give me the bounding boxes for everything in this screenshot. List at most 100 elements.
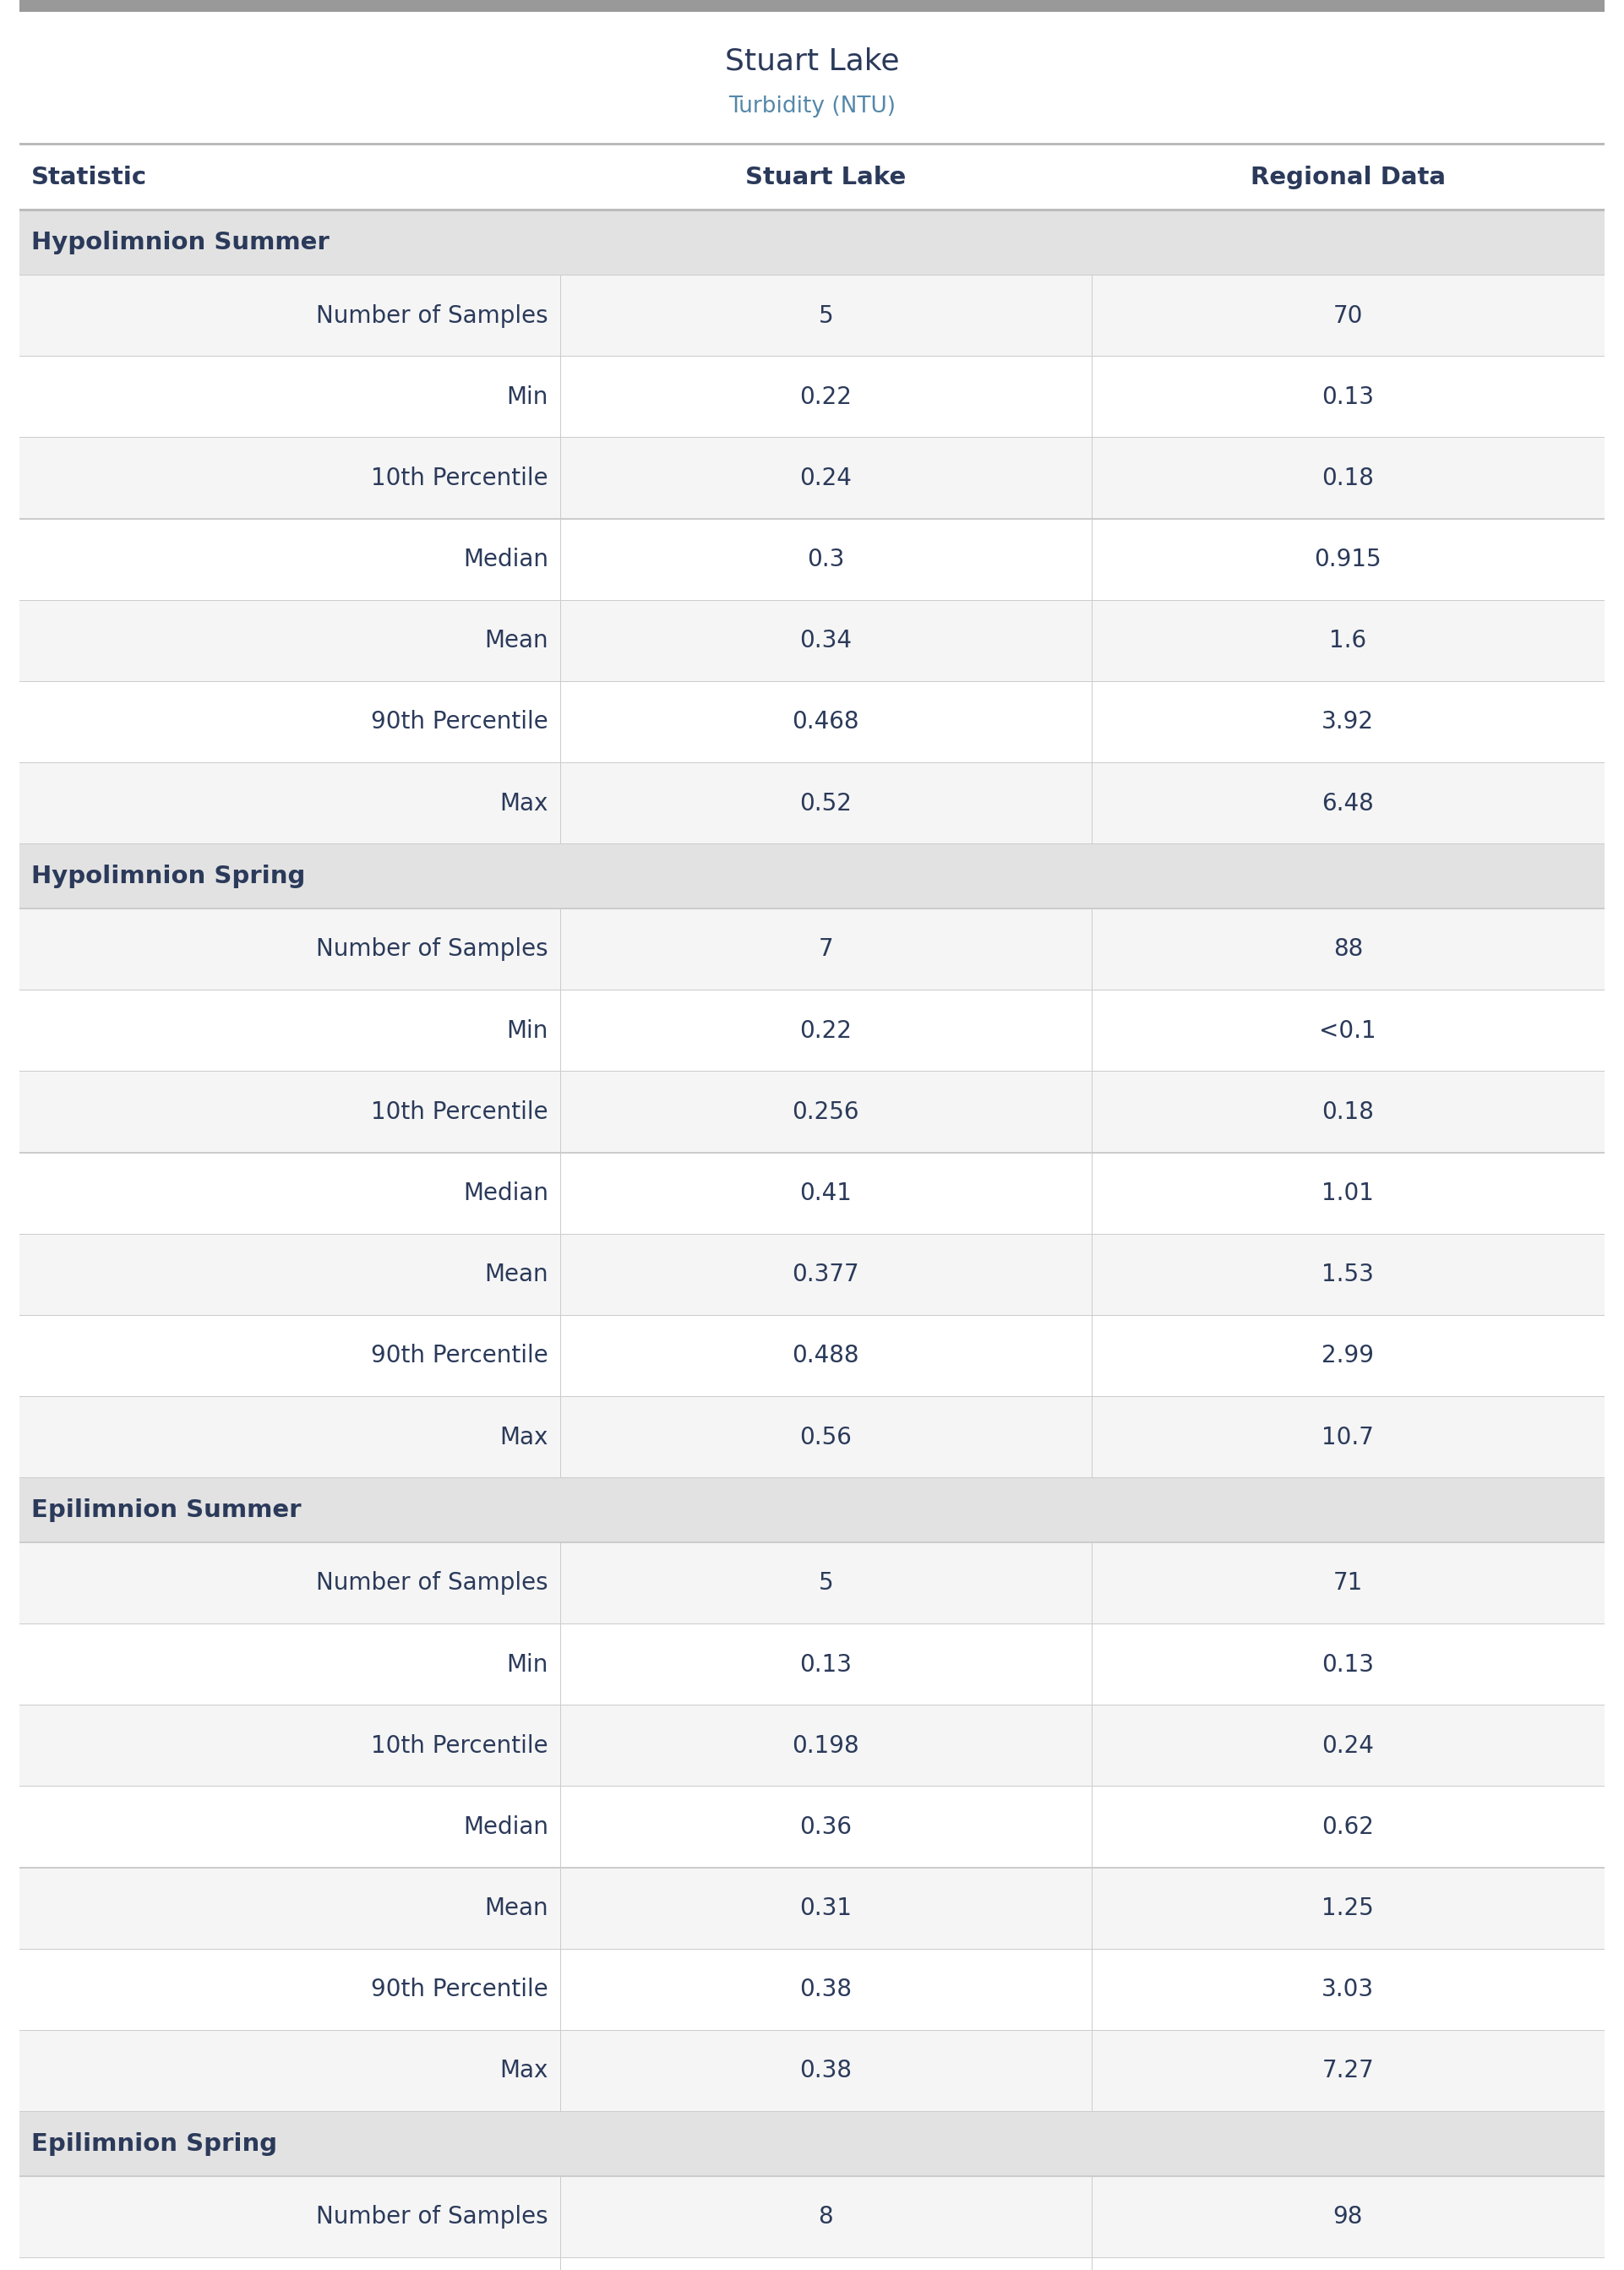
Text: Max: Max <box>500 2059 549 2084</box>
Bar <box>19 143 1605 145</box>
Bar <box>19 1625 1605 1705</box>
Text: Regional Data: Regional Data <box>1250 166 1445 188</box>
Text: 10th Percentile: 10th Percentile <box>372 1734 549 1757</box>
Text: 0.24: 0.24 <box>1322 1734 1374 1757</box>
Text: Epilimnion Summer: Epilimnion Summer <box>31 1498 302 1521</box>
Text: 5: 5 <box>818 304 833 327</box>
Text: Stuart Lake: Stuart Lake <box>745 166 906 188</box>
Text: Median: Median <box>463 1816 549 1839</box>
Text: 0.18: 0.18 <box>1322 465 1374 490</box>
Text: Min: Min <box>507 1653 549 1675</box>
Text: 0.3: 0.3 <box>807 547 844 572</box>
Text: 88: 88 <box>1333 938 1363 960</box>
Bar <box>19 1950 1605 2029</box>
Text: 0.13: 0.13 <box>799 1653 853 1675</box>
Text: 10.7: 10.7 <box>1322 1426 1374 1448</box>
Text: 6.48: 6.48 <box>1322 792 1374 815</box>
Text: 90th Percentile: 90th Percentile <box>372 1977 549 2002</box>
Text: 0.18: 0.18 <box>1322 1101 1374 1124</box>
Text: 7: 7 <box>818 938 833 960</box>
Text: Median: Median <box>463 547 549 572</box>
Text: 10th Percentile: 10th Percentile <box>372 465 549 490</box>
Text: 90th Percentile: 90th Percentile <box>372 1344 549 1369</box>
Text: 0.915: 0.915 <box>1314 547 1382 572</box>
Text: 0.377: 0.377 <box>793 1262 859 1287</box>
Bar <box>19 602 1605 681</box>
Bar <box>19 763 1605 844</box>
Text: Max: Max <box>500 1426 549 1448</box>
Text: 0.31: 0.31 <box>799 1895 853 1920</box>
Bar <box>19 2177 1605 2256</box>
Text: <0.1: <0.1 <box>1319 1019 1377 1042</box>
Bar <box>19 438 1605 518</box>
Text: 3.92: 3.92 <box>1322 711 1374 733</box>
Bar <box>19 1396 1605 1478</box>
Text: 0.256: 0.256 <box>793 1101 859 1124</box>
Text: Median: Median <box>463 1180 549 1205</box>
Text: 0.34: 0.34 <box>799 629 853 654</box>
Bar <box>19 990 1605 1071</box>
Text: 71: 71 <box>1333 1571 1363 1596</box>
Text: Number of Samples: Number of Samples <box>317 2204 549 2229</box>
Bar <box>19 275 1605 356</box>
Bar <box>19 2032 1605 2111</box>
Bar <box>19 910 1605 990</box>
Text: 0.52: 0.52 <box>799 792 853 815</box>
Bar <box>19 1544 1605 1623</box>
Text: 0.38: 0.38 <box>799 1977 853 2002</box>
Text: Stuart Lake: Stuart Lake <box>724 48 900 75</box>
Text: 2.99: 2.99 <box>1322 1344 1374 1369</box>
Text: Mean: Mean <box>484 1262 549 1287</box>
Bar <box>19 1705 1605 1786</box>
Text: 1.01: 1.01 <box>1322 1180 1374 1205</box>
Text: 0.13: 0.13 <box>1322 386 1374 409</box>
Text: Hypolimnion Summer: Hypolimnion Summer <box>31 232 330 254</box>
Text: 0.36: 0.36 <box>799 1816 853 1839</box>
Bar <box>19 1868 1605 1948</box>
Bar <box>19 2259 1605 2270</box>
Text: 0.468: 0.468 <box>793 711 859 733</box>
Text: 0.56: 0.56 <box>799 1426 853 1448</box>
Bar <box>19 211 1605 275</box>
Text: 0.13: 0.13 <box>1322 1653 1374 1675</box>
Text: 0.41: 0.41 <box>799 1180 853 1205</box>
Text: 0.22: 0.22 <box>799 1019 853 1042</box>
Text: 0.24: 0.24 <box>799 465 853 490</box>
Bar <box>19 356 1605 438</box>
Text: 5: 5 <box>818 1571 833 1596</box>
Text: 90th Percentile: 90th Percentile <box>372 711 549 733</box>
Text: 0.488: 0.488 <box>793 1344 859 1369</box>
Text: 1.53: 1.53 <box>1322 1262 1374 1287</box>
Text: Max: Max <box>500 792 549 815</box>
Text: Min: Min <box>507 1019 549 1042</box>
Text: Epilimnion Spring: Epilimnion Spring <box>31 2132 278 2156</box>
Text: 1.6: 1.6 <box>1330 629 1366 654</box>
Bar <box>19 681 1605 763</box>
Text: Mean: Mean <box>484 1895 549 1920</box>
Text: 0.198: 0.198 <box>793 1734 859 1757</box>
Text: Statistic: Statistic <box>31 166 148 188</box>
Text: Min: Min <box>507 386 549 409</box>
Text: 0.22: 0.22 <box>799 386 853 409</box>
Bar <box>19 844 1605 908</box>
Text: Number of Samples: Number of Samples <box>317 938 549 960</box>
Text: 3.03: 3.03 <box>1322 1977 1374 2002</box>
Bar <box>19 520 1605 599</box>
Text: 70: 70 <box>1333 304 1363 327</box>
Text: Turbidity (NTU): Turbidity (NTU) <box>728 95 896 118</box>
Bar <box>19 1317 1605 1396</box>
Bar <box>19 1478 1605 1541</box>
Bar <box>19 1786 1605 1868</box>
Bar <box>19 1235 1605 1314</box>
Text: Number of Samples: Number of Samples <box>317 304 549 327</box>
Text: 0.38: 0.38 <box>799 2059 853 2084</box>
Text: 0.62: 0.62 <box>1322 1816 1374 1839</box>
Bar <box>19 2111 1605 2175</box>
Text: 1.25: 1.25 <box>1322 1895 1374 1920</box>
Text: Hypolimnion Spring: Hypolimnion Spring <box>31 865 305 888</box>
Text: 8: 8 <box>818 2204 833 2229</box>
Bar <box>19 1153 1605 1233</box>
Text: 98: 98 <box>1333 2204 1363 2229</box>
Bar <box>19 0 1605 11</box>
Text: 7.27: 7.27 <box>1322 2059 1374 2084</box>
